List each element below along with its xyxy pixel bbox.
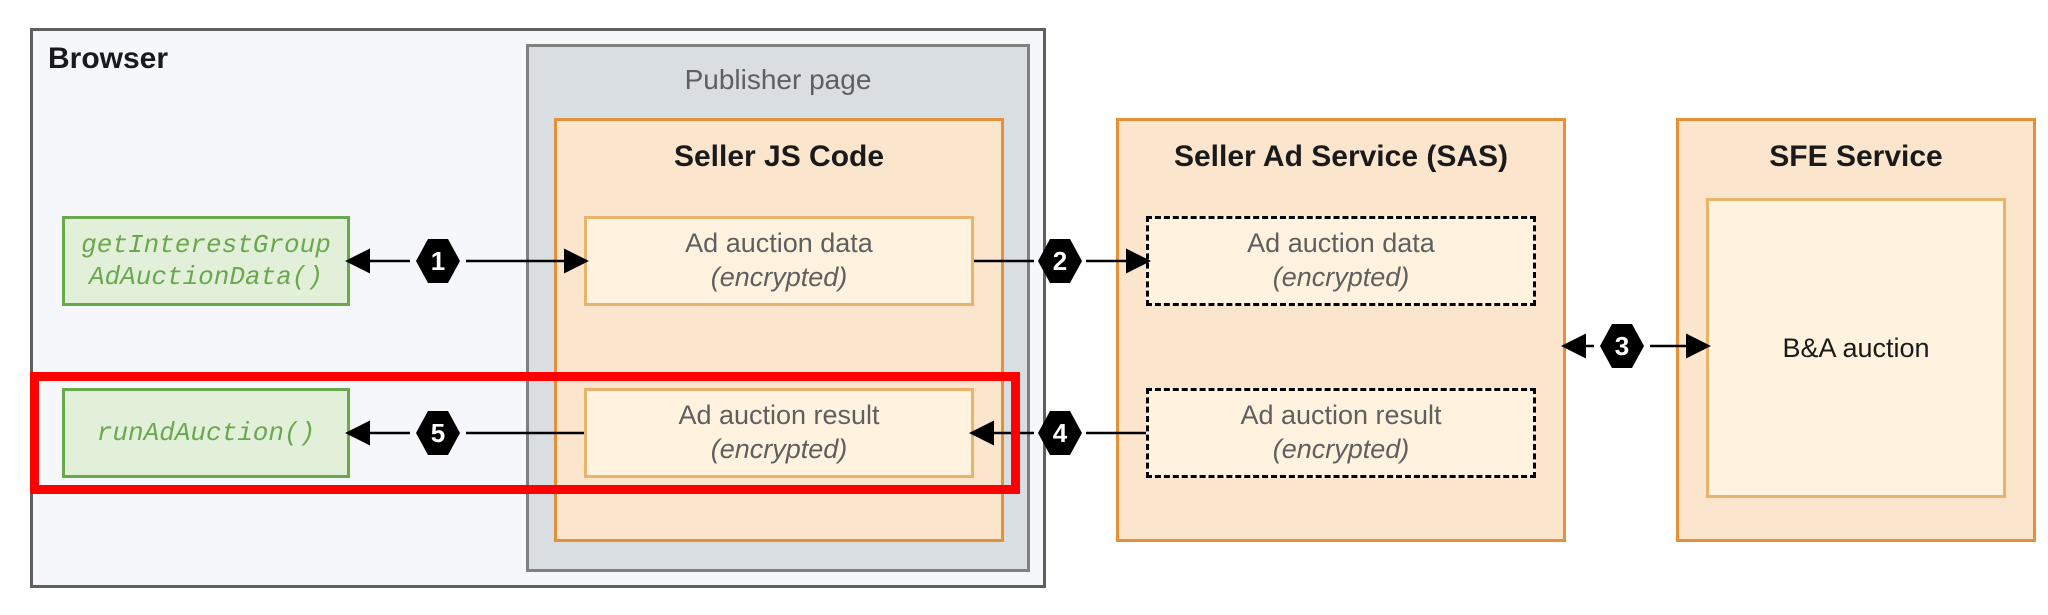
step-badge-3: 3 (1597, 321, 1647, 371)
api-getinterestgroup-box: getInterestGroup AdAuctionData() (62, 216, 350, 306)
sas-panel (1116, 118, 1566, 542)
diagram-root: Browser Publisher page getInterestGroup … (10, 10, 2048, 605)
sfe-auction-box: B&A auction (1706, 198, 2006, 498)
sas-auction-result-label: Ad auction result (encrypted) (1149, 391, 1533, 475)
step-badge-4: 4 (1035, 408, 1085, 458)
sas-auction-data-box: Ad auction data (encrypted) (1146, 216, 1536, 306)
browser-title: Browser (48, 42, 168, 76)
step-badge-2: 2 (1035, 236, 1085, 286)
publisher-page-title: Publisher page (526, 64, 1030, 96)
sfe-auction-label: B&A auction (1709, 201, 2003, 495)
step-badge-1: 1 (413, 236, 463, 286)
highlight-rectangle (30, 372, 1020, 494)
seller-js-auction-data-label: Ad auction data (encrypted) (587, 219, 971, 303)
sfe-title: SFE Service (1676, 140, 2036, 174)
sas-auction-data-label: Ad auction data (encrypted) (1149, 219, 1533, 303)
api-getinterestgroup-label: getInterestGroup AdAuctionData() (65, 219, 347, 303)
sas-title: Seller Ad Service (SAS) (1116, 140, 1566, 174)
seller-js-title: Seller JS Code (554, 140, 1004, 174)
seller-js-auction-data-box: Ad auction data (encrypted) (584, 216, 974, 306)
sas-auction-result-box: Ad auction result (encrypted) (1146, 388, 1536, 478)
